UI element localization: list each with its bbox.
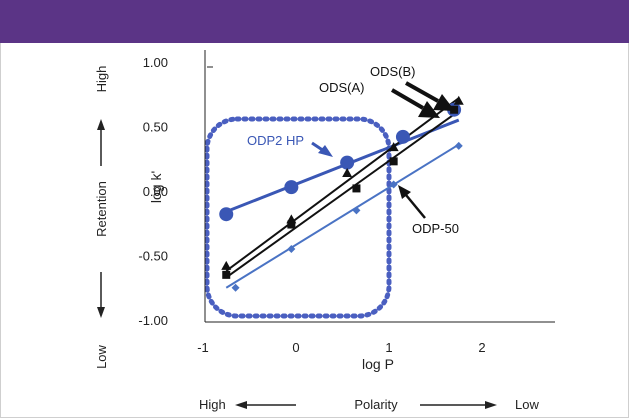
fit-line [225,143,460,289]
circle-point [219,207,234,222]
polarity-right-arrowhead [485,401,497,409]
x-tick-label: 0 [292,340,299,355]
diamond-point [231,283,240,292]
ods-b-arrow-line [405,81,439,103]
circle-point [284,180,299,195]
ods-a-callout: ODS(A) [319,80,365,95]
retention-high-label: High [94,66,109,93]
polarity-left-arrowhead [235,401,247,409]
odp2-hp-callout: ODP2 HP [247,133,304,148]
square-point [352,184,361,193]
ods-a-arrow-line [390,88,425,110]
ods-b-callout: ODS(B) [370,64,416,79]
diamond-point [389,180,398,189]
circle-point [395,129,410,144]
square-point [287,220,296,229]
diamond-point [352,206,361,215]
y-tick-label: 1.00 [143,55,168,70]
polarity-high-label: High [199,397,226,412]
odp-50-callout: ODP-50 [412,221,459,236]
circle-point [340,155,355,170]
y-tick-label: -1.00 [138,313,168,328]
x-tick-label: 1 [385,340,392,355]
retention-label: Retention [94,181,109,237]
dotted-highlight-box [204,116,392,319]
x-axis-label: log P [362,356,394,372]
x-tick-label: -1 [197,340,209,355]
retention-up-arrowhead [97,119,105,130]
retention-low-label: Low [94,344,109,368]
triangle-point [342,167,353,177]
fit-line [225,110,460,279]
triangle-point [221,260,232,270]
fit-line [225,97,460,272]
odp2-hp-arrowhead [318,145,333,157]
polarity-label: Polarity [354,397,398,412]
odp-50-arrow-line [405,194,426,219]
ods-a-arrowhead [418,101,440,118]
diamond-point [287,245,296,254]
square-point [389,157,398,166]
y-tick-labels: 1.00 0.50 0.00 -0.50 -1.00 [138,55,168,328]
y-tick-label: 0.50 [143,120,168,135]
odp-50-arrowhead [398,185,411,199]
y-axis-label: log k' [148,171,164,203]
ods-b-arrowhead [433,94,455,111]
triangle-point [388,142,399,152]
fit-lines [225,97,460,289]
x-tick-labels: -1 0 1 2 [197,340,485,355]
y-tick-label: -0.50 [138,249,168,264]
polarity-low-label: Low [515,397,539,412]
diamond-point [454,141,463,150]
retention-down-arrowhead [97,307,105,318]
y-tick-label: 0.00 [143,184,168,199]
triangle-point [453,95,464,105]
square-point [222,270,231,279]
header-bar [0,0,629,43]
x-tick-label: 2 [478,340,485,355]
square-point [450,105,459,114]
